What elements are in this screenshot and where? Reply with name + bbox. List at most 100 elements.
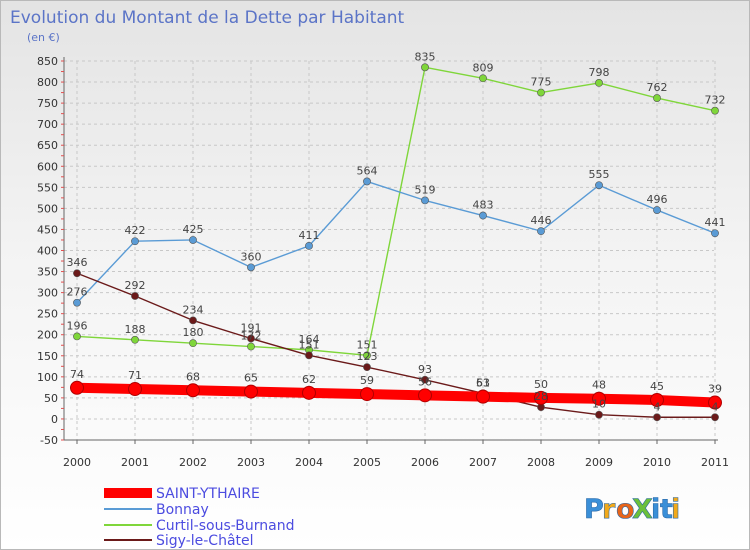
data-point [653,94,661,102]
data-point [73,298,81,307]
data-point [479,211,487,220]
y-tick-label: 350 [37,266,58,279]
logo-letter: i [651,494,660,525]
data-label: 48 [592,379,606,392]
legend: SAINT-YTHAIREBonnayCurtil-sous-BurnandSi… [104,486,295,549]
data-point [592,391,606,406]
data-point [479,74,487,83]
y-tick-label: 0 [51,413,58,426]
data-label: 411 [299,229,320,242]
y-tick-label: 150 [37,350,58,363]
tick-labels: -500501001502002503003504004505005506006… [37,55,729,469]
data-label: 45 [650,380,664,393]
series-line-1 [76,180,716,304]
data-label: 65 [244,372,258,385]
data-label: 496 [647,193,668,206]
data-label: 196 [67,319,88,332]
y-tick-label: 200 [37,329,58,342]
x-tick-label: 2008 [527,456,555,469]
data-label: 59 [360,374,374,387]
data-point [421,375,429,384]
proxiti-logo: Pr oXi ti [584,494,681,526]
data-label: 775 [531,76,552,89]
series-points [70,63,722,422]
data-point [70,380,84,395]
data-label: 555 [589,168,610,181]
data-point [711,106,719,115]
data-label: 346 [67,256,88,269]
series-line-2 [76,66,716,357]
data-label: 28 [534,390,548,403]
data-label: 425 [183,223,204,236]
data-label: 360 [241,250,262,263]
data-label: 62 [302,373,316,386]
data-label: 483 [473,199,494,212]
logo-letter: i [671,494,680,525]
y-tick-label: 850 [37,55,58,68]
data-label: 93 [418,363,432,376]
data-label: 74 [70,368,84,381]
y-tick-label: 800 [37,76,58,89]
legend-label: Bonnay [156,502,209,518]
data-label: 151 [357,338,378,351]
x-tick-label: 2001 [121,456,149,469]
x-tick-label: 2007 [469,456,497,469]
y-tick-label: 300 [37,287,58,300]
series-line-3 [76,272,716,418]
data-point [247,334,255,343]
series-lines [72,66,720,418]
data-point [595,410,603,419]
data-point [653,206,661,214]
data-point [650,392,664,407]
data-point [653,413,661,422]
y-tick-label: 50 [44,392,58,405]
data-label: 10 [592,398,606,411]
chart-subtitle: (en €) [27,31,60,44]
y-tick-label: 250 [37,308,58,321]
data-labels: 74 71 68 65 62 59 56 53 50 48 45 39 276 422 425 360 411 5… [67,50,726,413]
data-point [131,335,139,344]
data-label: 798 [589,66,610,79]
data-point [247,263,255,272]
data-point [189,316,197,325]
data-label: 234 [183,303,204,316]
x-tick-label: 2006 [411,456,439,469]
data-label: 4 [712,400,719,413]
axes [61,57,718,444]
data-label: 68 [186,370,200,383]
x-tick-label: 2004 [295,456,323,469]
data-point [363,351,371,360]
data-point [534,390,548,405]
y-tick-label: 400 [37,245,58,258]
x-tick-label: 2009 [585,456,613,469]
data-point [537,88,545,97]
data-label: 441 [705,216,726,229]
data-point [708,395,722,410]
data-label: 53 [476,377,490,390]
data-label: 292 [125,279,146,292]
data-label: 446 [531,214,552,227]
data-point [73,269,81,278]
data-point [537,227,545,236]
logo-letter: P [584,494,604,525]
data-label: 151 [299,338,320,351]
data-point [421,63,429,72]
data-point [711,229,719,238]
series-line-0 [72,382,720,408]
data-label: 835 [415,50,436,63]
data-point [595,181,603,190]
data-point [128,382,142,397]
data-point [189,339,197,348]
x-tick-label: 2010 [643,456,671,469]
data-label: 762 [647,81,668,94]
data-label: 56 [418,375,432,388]
y-tick-label: 450 [37,223,58,236]
data-label: 422 [125,224,146,237]
data-label: 172 [241,330,262,343]
logo-letter: o [616,494,635,525]
data-point [131,237,139,246]
y-tick-label: 700 [37,118,58,131]
data-point [363,177,371,186]
